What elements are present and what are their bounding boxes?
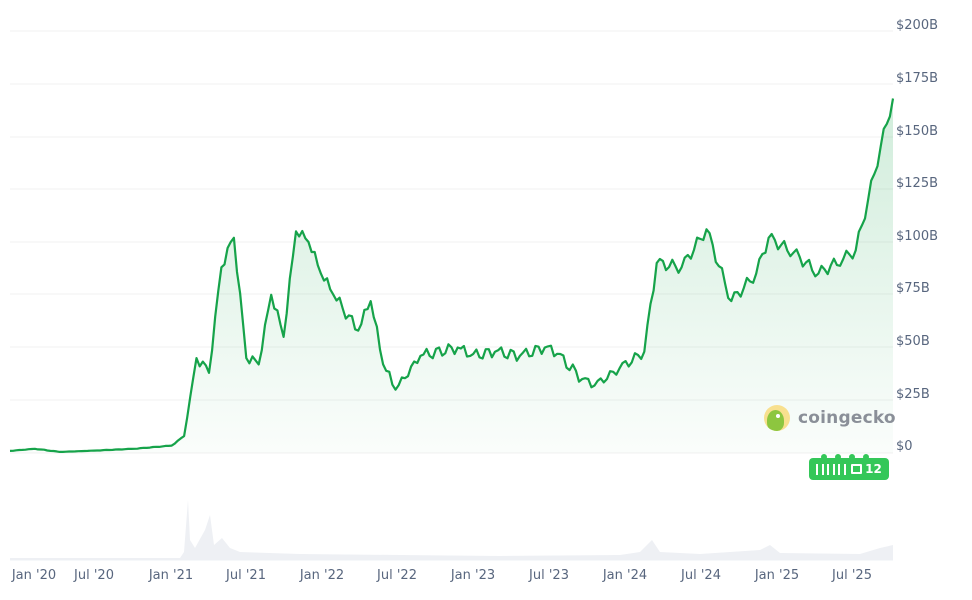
watermark-text: coingecko bbox=[798, 408, 896, 428]
x-tick-label: Jul '20 bbox=[74, 568, 114, 583]
events-badge[interactable]: 12 bbox=[809, 454, 889, 480]
x-tick-label: Jan '20 bbox=[11, 568, 57, 583]
x-tick-label: Jul '21 bbox=[226, 568, 266, 583]
x-tick-label: Jul '24 bbox=[681, 568, 721, 583]
y-tick-label: $200B bbox=[896, 18, 939, 33]
y-tick-label: $100B bbox=[896, 229, 939, 244]
x-tick-label: Jan '25 bbox=[754, 568, 800, 583]
event-icon bbox=[827, 463, 836, 475]
y-tick-label: $150B bbox=[896, 124, 939, 139]
y-tick-label: $75B bbox=[896, 281, 930, 296]
event-icon bbox=[838, 463, 847, 475]
x-tick-label: Jul '25 bbox=[832, 568, 872, 583]
news-icon bbox=[851, 464, 863, 474]
coingecko-logo-icon bbox=[764, 405, 790, 431]
badge-notch bbox=[835, 454, 841, 460]
x-tick-label: Jan '21 bbox=[148, 568, 194, 583]
x-tick-label: Jan '23 bbox=[450, 568, 496, 583]
y-tick-label: $125B bbox=[896, 176, 939, 191]
x-tick-label: Jul '23 bbox=[529, 568, 569, 583]
x-tick-label: Jan '22 bbox=[299, 568, 345, 583]
y-tick-label: $25B bbox=[896, 387, 930, 402]
events-count: 12 bbox=[865, 462, 882, 476]
y-tick-label: $175B bbox=[896, 71, 939, 86]
y-tick-label: $0 bbox=[896, 439, 913, 454]
badge-notch bbox=[849, 454, 855, 460]
market-cap-area bbox=[10, 98, 893, 453]
x-tick-label: Jul '22 bbox=[377, 568, 417, 583]
event-icon bbox=[816, 463, 825, 475]
coingecko-watermark: coingecko bbox=[764, 405, 896, 431]
x-tick-label: Jan '24 bbox=[602, 568, 648, 583]
y-tick-label: $50B bbox=[896, 334, 930, 349]
badge-notch bbox=[821, 454, 827, 460]
market-cap-line bbox=[9, 98, 895, 453]
badge-notch bbox=[863, 454, 869, 460]
volume-bars bbox=[10, 500, 893, 560]
